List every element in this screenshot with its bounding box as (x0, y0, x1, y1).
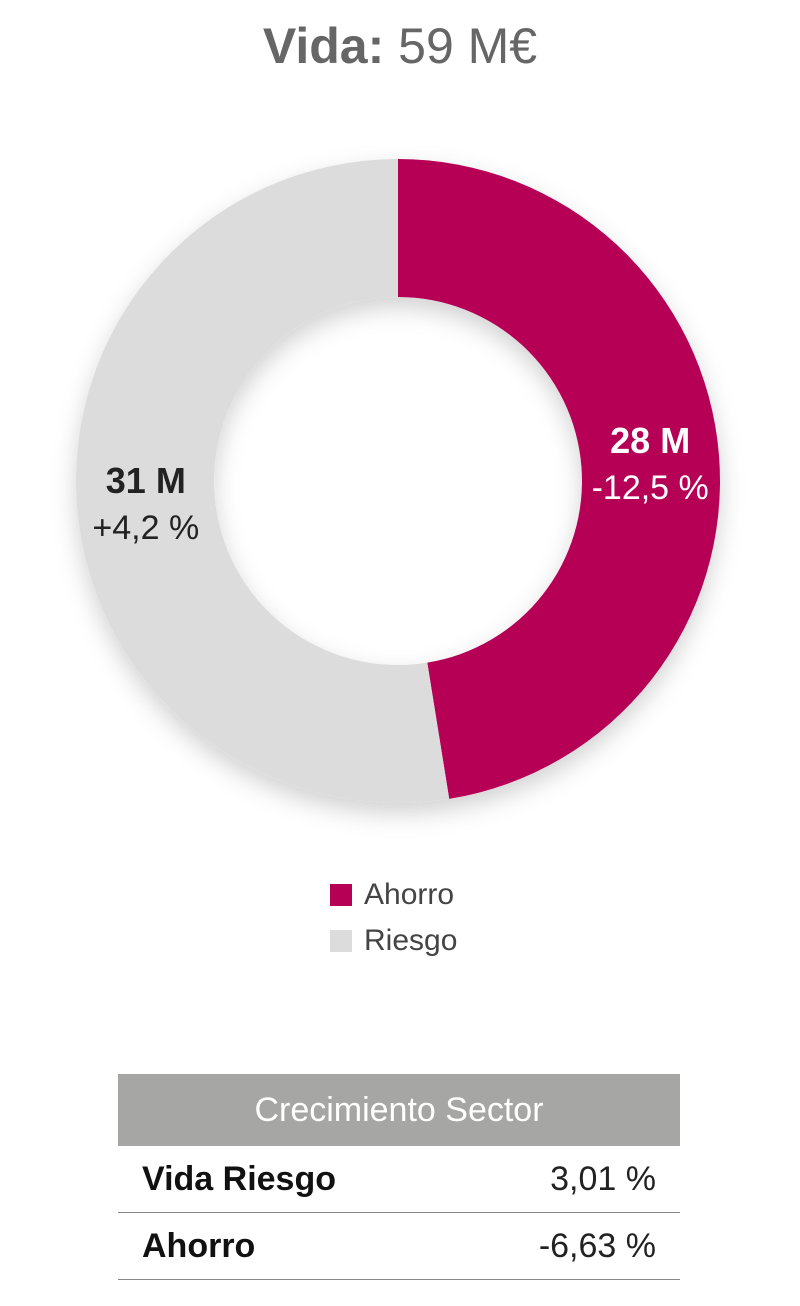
slice-value-label-ahorro: 28 M (610, 420, 690, 461)
table-row-label: Ahorro (142, 1226, 256, 1265)
table-row: Ahorro -6,63 % (118, 1213, 680, 1280)
table-row-value: 3,01 % (550, 1159, 656, 1198)
donut-slice-riesgo (75, 159, 450, 803)
slice-value-label-riesgo: 31 M (106, 460, 186, 501)
chart-title-value: 59 M€ (398, 18, 538, 74)
slice-change-label-ahorro: -12,5 % (592, 469, 709, 507)
legend: Ahorro Riesgo (330, 872, 457, 964)
table-row-value: -6,63 % (538, 1226, 656, 1265)
legend-swatch-ahorro (330, 884, 352, 906)
legend-label-riesgo: Riesgo (364, 924, 458, 957)
chart-title-label: Vida: (262, 18, 385, 74)
chart-title: Vida: 59 M€ (0, 14, 800, 78)
legend-swatch-riesgo (330, 930, 352, 952)
donut-slice-ahorro (398, 159, 720, 799)
legend-label-ahorro: Ahorro (364, 878, 455, 911)
table-header: Crecimiento Sector (118, 1074, 680, 1146)
legend-item-ahorro: Ahorro (330, 872, 457, 918)
table-row-label: Vida Riesgo (142, 1159, 336, 1198)
legend-item-riesgo: Riesgo (330, 918, 457, 964)
growth-table: Crecimiento Sector Vida Riesgo 3,01 % Ah… (118, 1074, 680, 1280)
table-row: Vida Riesgo 3,01 % (118, 1146, 680, 1213)
donut-chart: 28 M -12,5 % 31 M +4,2 % (75, 159, 720, 803)
slice-change-label-riesgo: +4,2 % (92, 509, 199, 547)
